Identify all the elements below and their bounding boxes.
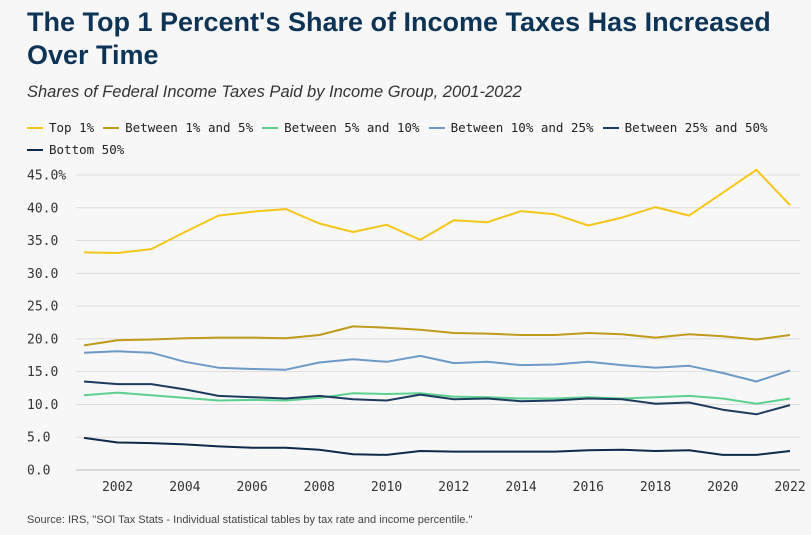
legend-swatch bbox=[27, 126, 43, 129]
y-tick-label: 45.0% bbox=[27, 169, 66, 184]
x-tick-label: 2016 bbox=[573, 480, 604, 495]
legend-swatch bbox=[262, 126, 279, 129]
legend-item: Between 25% and 50% bbox=[602, 120, 768, 135]
y-axis-ticks: 0.0 5.0 10.0 15.0 20.0 25.0 30.0 35.0 40.0 45.0% bbox=[27, 169, 66, 479]
x-tick-label: 2010 bbox=[371, 480, 402, 495]
x-tick-label: 2020 bbox=[707, 480, 738, 495]
y-tick-label: 15.0 bbox=[27, 365, 58, 380]
legend-item: Between 1% and 5% bbox=[103, 120, 253, 135]
legend-label: Top 1% bbox=[49, 120, 95, 135]
series-line bbox=[83, 391, 791, 405]
y-tick-label: 35.0 bbox=[27, 234, 58, 249]
x-tick-label: 2022 bbox=[774, 480, 805, 495]
legend-label: Between 5% and 10% bbox=[284, 120, 420, 135]
y-tick-label: 40.0 bbox=[27, 201, 58, 216]
gridlines bbox=[76, 174, 800, 471]
series-line bbox=[83, 350, 791, 383]
y-tick-label: 20.0 bbox=[27, 332, 58, 347]
chart-title: The Top 1 Percent's Share of Income Taxe… bbox=[27, 7, 771, 70]
x-tick-label: 2008 bbox=[304, 480, 335, 495]
y-tick-label: 25.0 bbox=[27, 300, 58, 315]
series-line bbox=[83, 325, 791, 347]
legend-swatch bbox=[602, 126, 619, 129]
legend-label: Between 25% and 50% bbox=[624, 120, 768, 135]
series-line bbox=[83, 380, 791, 416]
x-tick-label: 2006 bbox=[236, 480, 267, 495]
legend-swatch bbox=[27, 148, 43, 151]
legend-item: Between 5% and 10% bbox=[262, 120, 420, 135]
legend-item: Top 1% bbox=[27, 120, 94, 135]
series-line bbox=[83, 436, 791, 456]
legend-swatch bbox=[428, 126, 445, 129]
chart-legend: Top 1% Between 1% and 5% Between 5% and 10… bbox=[27, 117, 807, 161]
y-tick-label: 10.0 bbox=[27, 398, 58, 413]
legend-label: Between 10% and 25% bbox=[450, 120, 594, 135]
legend-label: Between 1% and 5% bbox=[125, 120, 254, 135]
legend-item: Between 10% and 25% bbox=[428, 120, 594, 135]
y-tick-label: 0.0 bbox=[27, 464, 50, 479]
y-tick-label: 5.0 bbox=[27, 431, 50, 446]
chart-subtitle: Shares of Federal Income Taxes Paid by I… bbox=[27, 83, 522, 101]
source-note: Source: IRS, "SOI Tax Stats - Individual… bbox=[27, 514, 473, 526]
x-tick-label: 2004 bbox=[169, 480, 200, 495]
x-tick-label: 2002 bbox=[102, 480, 133, 495]
x-tick-label: 2018 bbox=[640, 480, 671, 495]
legend-label: Bottom 50% bbox=[49, 142, 125, 157]
y-tick-label: 30.0 bbox=[27, 267, 58, 282]
series-lines bbox=[83, 168, 791, 456]
x-axis-ticks: 2002 2004 2006 2008 2010 2012 2014 2016 2018 2020… bbox=[102, 480, 806, 495]
legend-item: Bottom 50% bbox=[27, 142, 124, 157]
x-tick-label: 2014 bbox=[505, 480, 536, 495]
legend-swatch bbox=[103, 126, 120, 129]
x-tick-label: 2012 bbox=[438, 480, 469, 495]
series-line bbox=[83, 168, 791, 254]
